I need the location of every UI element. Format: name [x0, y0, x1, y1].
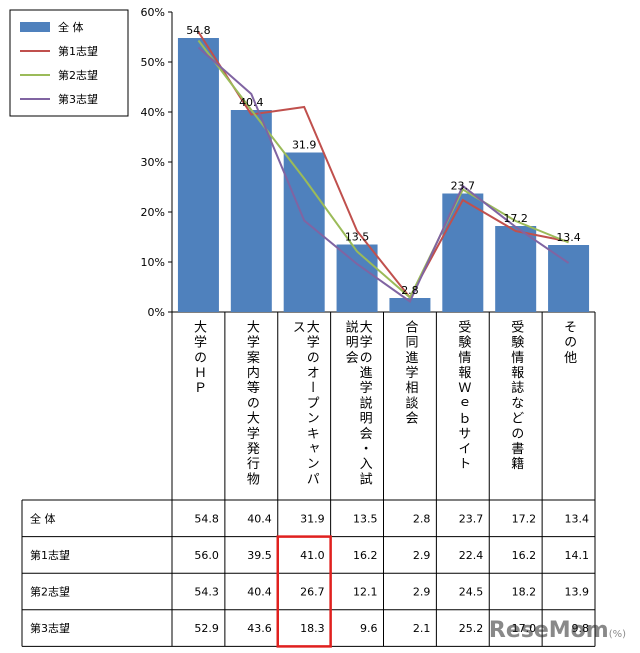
y-tick-label: 50%	[141, 56, 165, 69]
category-label: 合同進学相談会	[402, 320, 418, 426]
table-cell-value: 12.1	[353, 586, 378, 599]
unit-suffix: (%)	[608, 629, 626, 640]
bar-value-label: 23.7	[451, 180, 476, 193]
table-cell-value: 39.5	[247, 549, 272, 562]
legend-swatch	[20, 22, 50, 32]
table-cell-value: 2.9	[413, 549, 431, 562]
table-cell-value: 52.9	[194, 622, 219, 635]
bar-value-label: 54.8	[186, 24, 211, 37]
y-tick-label: 30%	[141, 156, 165, 169]
legend-label: 第1志望	[58, 44, 98, 58]
bar-value-label: 13.4	[556, 231, 581, 244]
bar	[389, 298, 431, 312]
y-tick-label: 60%	[141, 6, 165, 19]
table-cell-value: 40.4	[247, 512, 272, 525]
table-cell-value: 56.0	[194, 549, 219, 562]
table-cell-value: 13.4	[565, 512, 590, 525]
category-label: 大学案内等の大学発行物	[244, 320, 260, 487]
category-label: その他	[561, 320, 577, 366]
table-cell-value: 9.6	[360, 622, 378, 635]
table-cell-value: 17.2	[512, 512, 537, 525]
table-cell-value: 24.5	[459, 586, 484, 599]
table-cell-value: 14.1	[565, 549, 590, 562]
highlight-box	[276, 535, 332, 648]
table-cell-value: 9.8	[572, 622, 590, 635]
table-cell-value: 2.8	[413, 512, 431, 525]
table-row-label: 第3志望	[30, 621, 70, 635]
category-label: 大学の進学説明会・入試	[357, 320, 373, 487]
watermark-logo: ReseMom(%)	[489, 618, 626, 643]
table-cell-value: 18.3	[300, 622, 325, 635]
series-line	[197, 39, 569, 300]
table-cell-value: 2.1	[413, 622, 431, 635]
legend-label: 第3志望	[58, 92, 98, 106]
table-cell-value: 16.2	[353, 549, 378, 562]
table-cell-value: 25.2	[459, 622, 484, 635]
bar	[442, 193, 484, 312]
series-line	[197, 46, 570, 304]
bar-value-label: 17.2	[503, 212, 528, 225]
table-cell-value: 13.5	[353, 512, 378, 525]
legend-label: 全 体	[58, 20, 84, 34]
table-cell-value: 18.2	[512, 586, 537, 599]
legend-label: 第2志望	[58, 68, 98, 82]
table-row-label: 第1志望	[30, 548, 70, 562]
y-tick-label: 0%	[148, 306, 165, 319]
category-label: 説明会	[343, 319, 359, 365]
y-tick-label: 40%	[141, 106, 165, 119]
table-cell-value: 43.6	[247, 622, 272, 635]
table-cell-value: 22.4	[459, 549, 484, 562]
y-tick-label: 20%	[141, 206, 165, 219]
bar-value-label: 31.9	[292, 139, 317, 152]
bar	[177, 38, 219, 312]
watermark-text: ReseMom	[488, 618, 609, 643]
table-cell-value: 2.9	[413, 586, 431, 599]
category-label: 受験情報Ｗｅｂサイト	[455, 320, 471, 472]
table-cell-value: 40.4	[247, 586, 272, 599]
table-row-label: 全 体	[30, 511, 56, 525]
bar-value-label: 13.5	[345, 231, 370, 244]
table-cell-value: 26.7	[300, 586, 325, 599]
table-cell-value: 54.3	[194, 586, 219, 599]
bar	[230, 110, 272, 312]
bar	[548, 245, 590, 312]
table-cell-value: 41.0	[300, 549, 325, 562]
category-label: ス	[290, 320, 305, 335]
y-tick-label: 10%	[141, 256, 165, 269]
category-label: 受験情報誌などの書籍	[508, 320, 524, 472]
table-row-label: 第2志望	[30, 585, 70, 599]
category-label: 大学のオープンキャンパ	[304, 320, 320, 487]
table-cell-value: 31.9	[300, 512, 325, 525]
table-cell-value: 13.9	[565, 586, 590, 599]
table-cell-value: 23.7	[459, 512, 484, 525]
bar	[495, 226, 537, 312]
category-label: 大学のＨＰ	[191, 320, 207, 396]
table-cell-value: 54.8	[194, 512, 219, 525]
table-cell-value: 16.2	[512, 549, 537, 562]
bar-value-label: 2.8	[401, 284, 419, 297]
bar	[336, 244, 378, 312]
bar-value-label: 40.4	[239, 96, 264, 109]
table-cell-value: 17.0	[512, 622, 537, 635]
